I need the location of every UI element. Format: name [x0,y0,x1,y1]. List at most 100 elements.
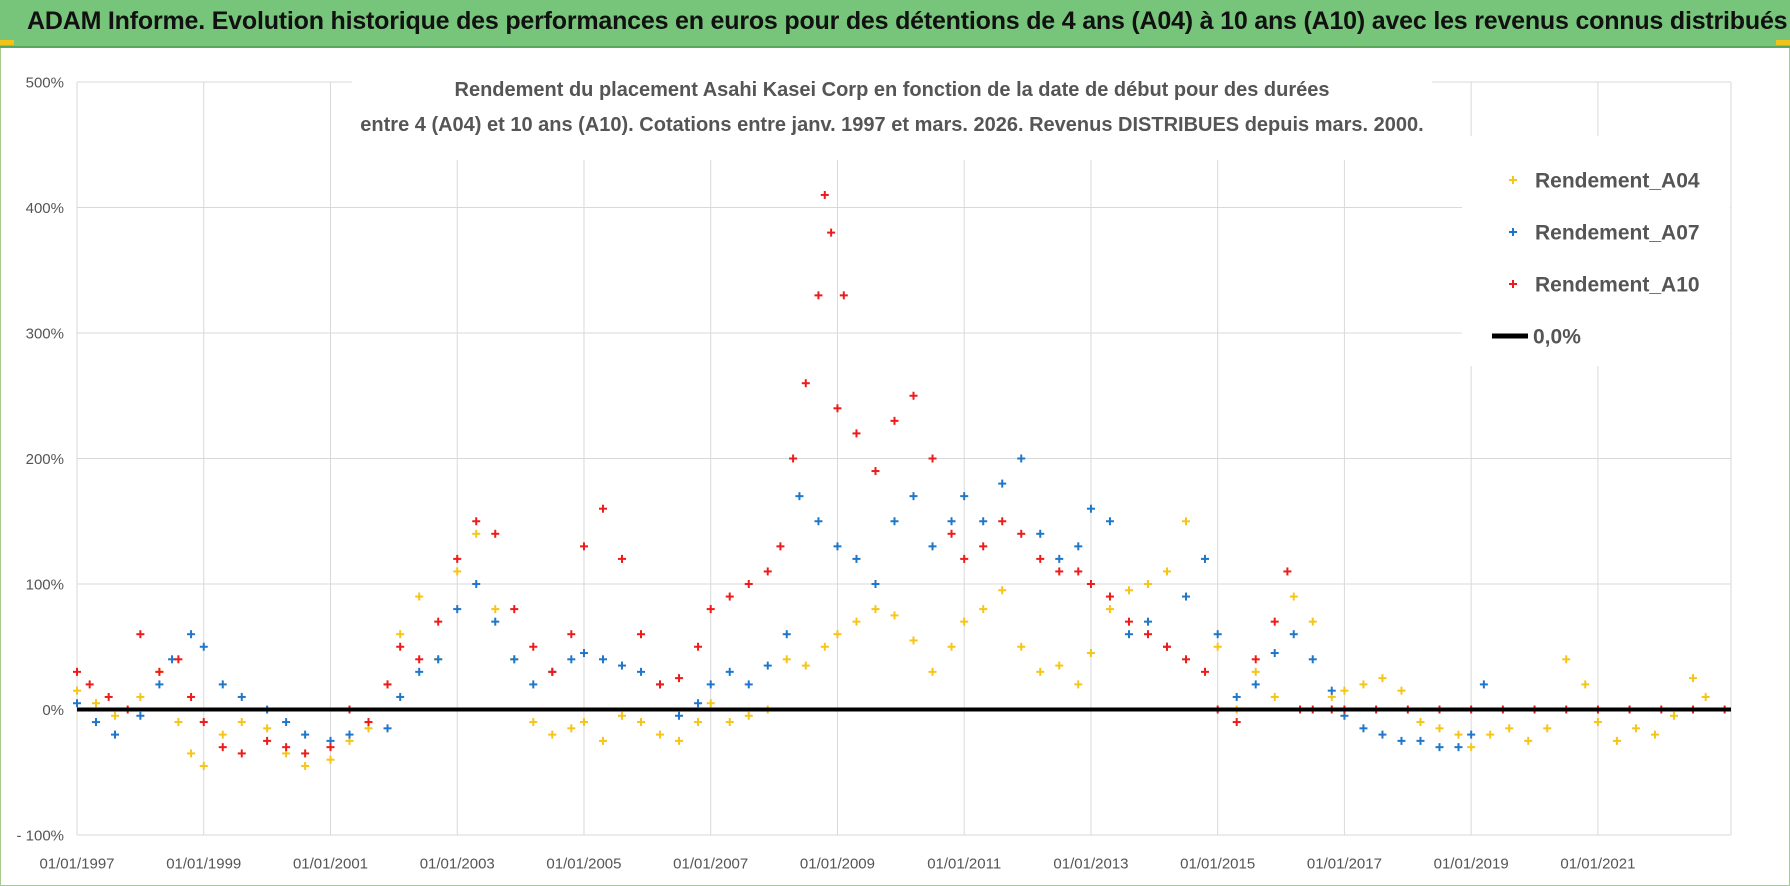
y-tick-label: - 100% [16,827,64,844]
point-A10 [871,467,880,476]
point-A04 [960,617,969,626]
point-A04 [1397,686,1406,695]
x-axis-labels: 01/01/1997 01/01/1999 01/01/2001 01/01/2003… [39,855,1635,872]
legend: Rendement_A04 Rendement_A07 Rendement_A10 0… [1492,169,1700,348]
point-A10 [744,580,753,588]
point-A04 [725,718,734,727]
point-A07 [617,661,626,670]
banner-corner-left [0,40,14,45]
x-tick-label: 01/01/2015 [1180,855,1255,872]
point-A07 [187,630,196,639]
legend-marker-A04 [1509,176,1517,184]
point-A04 [579,718,588,727]
point-A04 [1631,724,1640,733]
point-A07 [472,580,481,588]
point-A04 [833,630,842,639]
point-A04 [415,592,424,601]
y-tick-label: 200% [26,451,64,468]
point-A10 [706,605,715,614]
point-A10 [598,504,607,513]
point-A04 [1308,617,1317,626]
point-A04 [1650,730,1659,739]
x-tick-label: 01/01/2007 [673,855,748,872]
banner-title: ADAM Informe. Evolution historique des p… [27,7,1788,35]
x-tick-label: 01/01/2009 [800,855,875,872]
point-A04 [1416,718,1425,727]
point-A07 [814,517,823,526]
point-A04 [396,630,405,639]
point-A04 [1467,743,1476,752]
point-A04 [1688,674,1697,683]
x-tick-label: 01/01/2021 [1560,855,1635,872]
point-A07 [218,680,227,689]
point-A04 [656,730,665,739]
point-A04 [548,730,557,739]
point-A04 [472,529,481,538]
point-A07 [1327,686,1336,695]
point-A10 [998,517,1007,526]
point-A04 [820,642,829,651]
point-A10 [510,605,519,614]
point-A07 [598,655,607,664]
x-tick-label: 01/01/2011 [927,855,1001,872]
point-A07 [491,617,500,626]
report-banner: ADAM Informe. Evolution historique des p… [0,0,1790,48]
point-A10 [491,529,500,538]
point-A07 [529,680,538,689]
point-A04 [326,755,335,764]
point-A04 [1086,649,1095,658]
point-A07 [998,479,1007,488]
point-A04 [174,718,183,727]
point-A07 [1270,649,1279,658]
point-A04 [1359,680,1368,689]
point-A10 [725,592,734,601]
point-A04 [199,761,208,770]
point-A10 [617,554,626,563]
legend-label-A07: Rendement_A07 [1535,221,1700,244]
point-A07 [1397,736,1406,745]
point-A04 [1669,711,1678,720]
point-A04 [801,661,810,670]
point-A07 [73,699,81,708]
point-A07 [795,492,804,501]
point-A04 [1435,724,1444,733]
point-A10 [694,642,703,651]
point-A10 [960,554,969,563]
point-A07 [1467,730,1476,739]
title-background [352,70,1432,160]
point-A04 [1143,580,1152,588]
chart-title-line-2: entre 4 (A04) et 10 ans (A10). Cotations… [360,114,1423,136]
point-A10 [1017,529,1026,538]
point-A10 [73,667,81,676]
point-A10 [136,630,145,639]
point-A07 [833,542,842,551]
point-A04 [187,749,196,758]
y-tick-label: 400% [26,200,64,217]
point-A04 [1289,592,1298,601]
point-A04 [675,736,684,745]
point-A04 [1524,736,1533,745]
point-A10 [852,429,861,438]
point-A07 [1182,592,1191,601]
point-A04 [1162,567,1171,576]
point-A10 [155,667,164,676]
point-A07 [567,655,576,664]
point-A04 [567,724,576,733]
point-A07 [706,680,715,689]
point-A10 [187,692,196,701]
point-A04 [979,605,988,614]
point-A10 [364,718,373,727]
point-A07 [1308,655,1317,664]
point-A04 [111,711,120,720]
point-A04 [1505,724,1514,733]
point-A07 [1378,730,1387,739]
point-A07 [1479,680,1488,689]
point-A10 [1055,567,1064,576]
x-tick-label: 01/01/2003 [420,855,495,872]
point-A10 [548,667,557,676]
point-A04 [301,761,310,770]
point-A10 [567,630,576,639]
point-A07 [1124,630,1133,639]
point-A07 [1213,630,1222,639]
point-A10 [1074,567,1083,576]
